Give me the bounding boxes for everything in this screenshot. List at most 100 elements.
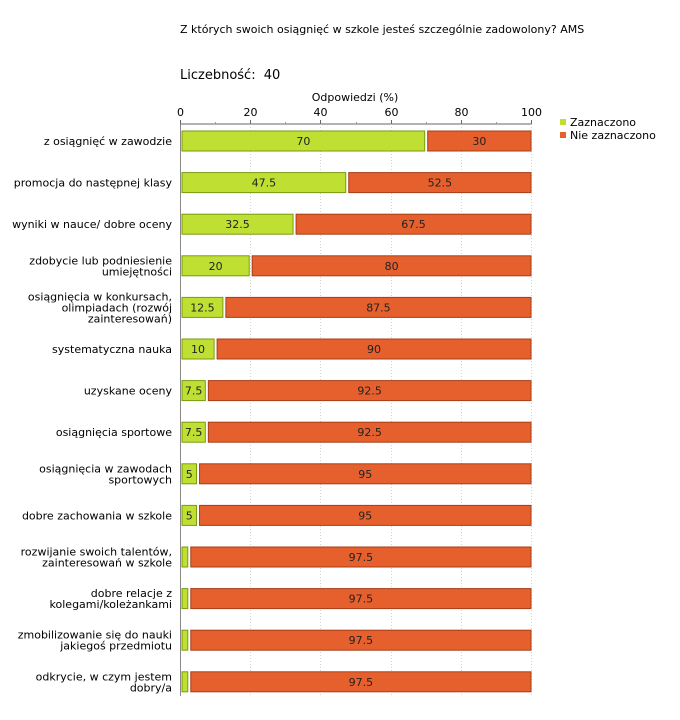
bar-nie-zaznaczono (207, 421, 532, 443)
category-label: osiągnięcia w konkursach, olimpiadach (ro… (28, 290, 172, 325)
category-label-line: zainteresowań) (88, 312, 172, 325)
category-label-line: z osiągnięć w zawodzie (44, 135, 172, 148)
bar-nie-zaznaczono (190, 671, 532, 693)
category-label-line: osiągnięcia w konkursach, (28, 290, 172, 303)
bar-value-label: 87.5 (366, 301, 391, 314)
category-label-line: jakiegoś przedmiotu (59, 640, 172, 653)
bar-nie-zaznaczono (251, 255, 532, 277)
bar-value-label: 97.5 (349, 593, 374, 606)
legend-label: Nie zaznaczono (570, 129, 656, 142)
category-label-line: zainteresowań w szkole (42, 557, 172, 570)
bar-nie-zaznaczono (295, 213, 532, 235)
x-axis-title: Odpowiedzi (%) (312, 91, 399, 104)
bar-value-label: 92.5 (357, 385, 382, 398)
chart-title: Z których swoich osiągnięć w szkole jest… (180, 23, 584, 36)
bar-nie-zaznaczono (190, 588, 532, 610)
category-label: osiągnięcia sportowe (56, 426, 172, 439)
bar-zaznaczono (181, 296, 224, 318)
bar-value-label: 5 (186, 509, 193, 522)
bar-value-label: 47.5 (252, 177, 277, 190)
bar-zaznaczono (181, 546, 189, 568)
bar-value-label: 5 (186, 468, 193, 481)
bar-value-label: 95 (358, 468, 372, 481)
bar-nie-zaznaczono (348, 172, 532, 194)
category-label-line: systematyczna nauka (52, 343, 172, 356)
bar-value-label: 95 (358, 509, 372, 522)
category-label: z osiągnięć w zawodzie (44, 135, 172, 148)
bar-value-label: 7.5 (185, 426, 203, 439)
bar-value-label: 90 (367, 343, 381, 356)
bar-zaznaczono (181, 629, 189, 651)
category-label-line: zmobilizowanie się do nauki (18, 629, 172, 642)
category-label-line: osiągnięcia w zawodach (39, 462, 172, 475)
bar-value-label: 30 (472, 135, 486, 148)
category-label-line: promocja do następnej klasy (14, 177, 173, 190)
category-label: osiągnięcia w zawodach sportowych (39, 462, 172, 486)
bar-nie-zaznaczono (190, 629, 532, 651)
bar-nie-zaznaczono (216, 338, 532, 360)
bar-zaznaczono (181, 671, 189, 693)
bar-value-label: 7.5 (185, 385, 203, 398)
bar-zaznaczono (181, 213, 294, 235)
bar-value-label: 52.5 (428, 177, 453, 190)
tick-label: 40 (314, 106, 328, 119)
category-label-line: rozwijanie swoich talentów, (21, 546, 172, 559)
bar-value-label: 97.5 (349, 551, 374, 564)
category-labels: z osiągnięć w zawodzie promocja do następ… (12, 135, 172, 694)
bar-value-label: 97.5 (349, 634, 374, 647)
category-label-line: umiejętności (102, 265, 172, 278)
bar-value-label: 67.5 (401, 218, 426, 231)
category-label-line: dobre relacje z (91, 587, 172, 600)
tick-label: 60 (385, 106, 399, 119)
tick-label: 100 (521, 106, 542, 119)
category-label-line: odkrycie, w czym jestem (36, 670, 172, 683)
category-label: dobre relacje z kolegami/koleżankami (50, 587, 173, 611)
category-label-line: uzyskane oceny (84, 385, 173, 398)
sample-size-value: 40 (264, 68, 281, 83)
category-label-line: sportowych (108, 473, 172, 486)
category-label-line: dobry/a (130, 681, 172, 694)
x-axis-ticks: 0 20 40 60 80 100 (177, 106, 542, 124)
category-label: promocja do następnej klasy (14, 177, 173, 190)
bar-zaznaczono (181, 421, 206, 443)
tick-label: 20 (244, 106, 258, 119)
bars: 70 30 47.5 52.5 32.5 67.5 20 80 12.5 87.5 10 90 7.5 9… (181, 130, 532, 693)
bar-zaznaczono (181, 504, 198, 526)
bar-value-label: 32.5 (225, 218, 250, 231)
bar-zaznaczono (181, 130, 426, 152)
sample-size: Liczebność: 40 (180, 68, 280, 83)
bar-nie-zaznaczono (190, 546, 532, 568)
legend-label: Zaznaczono (570, 116, 636, 129)
category-label: zdobycie lub podniesienie umiejętności (29, 254, 172, 278)
bar-value-label: 70 (296, 135, 310, 148)
bar-zaznaczono (181, 588, 189, 610)
bar-value-label: 12.5 (190, 301, 215, 314)
bar-zaznaczono (181, 463, 198, 485)
bar-zaznaczono (181, 380, 206, 402)
category-label-line: osiągnięcia sportowe (56, 426, 172, 439)
category-label-line: wyniki w nauce/ dobre oceny (12, 218, 172, 231)
category-label-line: kolegami/koleżankami (50, 598, 172, 611)
legend-swatch-nie-zaznaczono (560, 132, 566, 138)
bar-zaznaczono (181, 338, 215, 360)
category-label: uzyskane oceny (84, 385, 173, 398)
bar-value-label: 80 (385, 260, 399, 273)
tick-label: 80 (455, 106, 469, 119)
bar-value-label: 20 (209, 260, 223, 273)
bar-nie-zaznaczono (225, 296, 532, 318)
category-label: odkrycie, w czym jestem dobry/a (36, 670, 172, 694)
bar-nie-zaznaczono (199, 463, 532, 485)
category-label: zmobilizowanie się do nauki jakiegoś prze… (18, 629, 172, 653)
category-label: wyniki w nauce/ dobre oceny (12, 218, 172, 231)
bar-value-label: 10 (191, 343, 205, 356)
category-label: dobre zachowania w szkole (22, 509, 172, 522)
category-label: systematyczna nauka (52, 343, 172, 356)
category-label-line: dobre zachowania w szkole (22, 509, 172, 522)
bar-zaznaczono (181, 255, 250, 277)
category-label: rozwijanie swoich talentów, zainteresowań… (21, 546, 173, 570)
gridlines (180, 123, 532, 696)
category-label-line: zdobycie lub podniesienie (29, 254, 172, 267)
bar-nie-zaznaczono (207, 380, 532, 402)
